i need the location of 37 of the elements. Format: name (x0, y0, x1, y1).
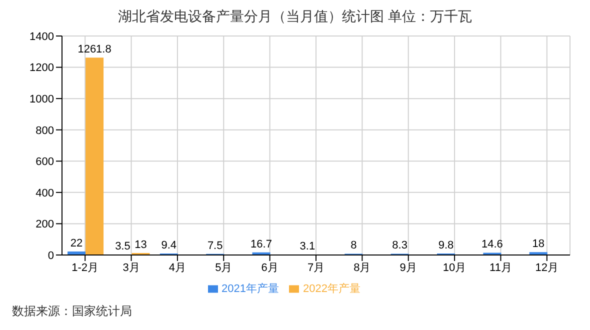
data-label: 9.8 (438, 239, 454, 252)
y-tick-label: 1000 (30, 93, 54, 106)
y-tick-label: 800 (36, 124, 54, 137)
y-tick-label: 600 (36, 156, 54, 168)
bar (86, 58, 104, 255)
data-label: 22 (70, 238, 83, 250)
data-label: 8 (350, 240, 357, 252)
x-tick-label: 7月 (307, 262, 325, 274)
data-label: 3.1 (300, 240, 316, 253)
x-tick-label: 11月 (490, 262, 512, 274)
x-tick-label: 10月 (442, 262, 466, 274)
source-note: 数据来源：国家统计局 (12, 303, 132, 320)
data-label: 8.3 (392, 240, 408, 252)
legend-label: 2021年产量 (222, 283, 279, 295)
chart-title: 湖北省发电设备产量分月（当月值）统计图 单位：万千瓦 (117, 8, 473, 26)
x-tick-label: 3月 (122, 262, 140, 274)
data-label: 7.5 (207, 240, 223, 252)
data-label: 9.4 (161, 240, 177, 252)
data-label: 3.5 (115, 240, 130, 252)
x-tick-label: 8月 (354, 262, 371, 274)
data-label: 1261.8 (78, 44, 112, 56)
data-label: 18 (532, 238, 544, 250)
x-tick-label: 4月 (168, 262, 186, 274)
y-tick-label: 1200 (30, 62, 54, 74)
x-tick-label: 1-2月 (72, 262, 99, 274)
data-label: 13 (134, 238, 147, 251)
y-tick-label: 0 (48, 250, 54, 262)
y-tick-label: 400 (36, 187, 54, 200)
data-label: 14.6 (481, 238, 503, 251)
data-label: 16.7 (250, 238, 272, 250)
x-tick-label: 9月 (400, 262, 417, 274)
x-tick-label: 6月 (261, 262, 278, 274)
legend-label: 2022年产量 (303, 283, 360, 295)
x-tick-label: 5月 (215, 262, 232, 274)
y-tick-label: 1400 (30, 30, 54, 43)
x-tick-label: 12月 (535, 262, 559, 274)
y-tick-label: 200 (36, 218, 54, 231)
